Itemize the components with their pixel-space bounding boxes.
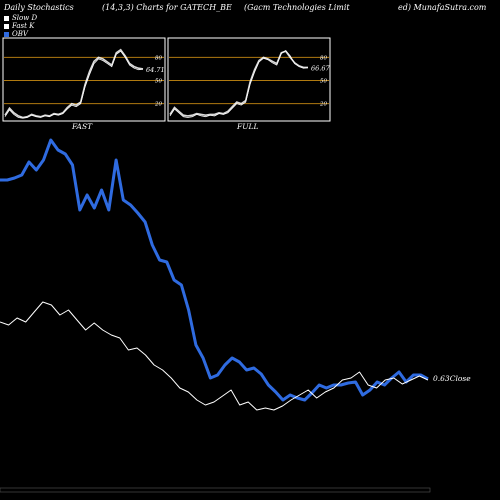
fast-ytick-80: 80 xyxy=(155,55,162,61)
fast-ytick-50: 50 xyxy=(155,79,162,85)
full-ytick-20: 20 xyxy=(319,102,327,108)
fast-ytick-20: 20 xyxy=(154,102,162,108)
volume-strip xyxy=(0,487,431,493)
close-price-line xyxy=(0,301,429,411)
obv-line xyxy=(0,138,429,402)
legend-slow-d: Slow D xyxy=(4,14,37,22)
full-panel-title: FULL xyxy=(236,122,259,131)
full-ytick-80: 80 xyxy=(320,55,327,61)
company-name-label: (Gacm Technologies Limit xyxy=(244,3,350,12)
chart-params-label: (14,3,3) Charts for GATECH_BE xyxy=(102,3,232,12)
fast-series-line-1 xyxy=(4,50,144,119)
full-panel-frame xyxy=(167,37,331,122)
fast-series-line-0 xyxy=(4,48,144,119)
full-last-value-label: 66.67 xyxy=(311,65,330,73)
fast-panel-title: FAST xyxy=(71,122,93,131)
legend-swatch-fast-k xyxy=(4,23,9,29)
full-ytick-50: 50 xyxy=(320,79,327,85)
site-label: ed) MunafaSutra.com xyxy=(398,3,487,12)
fast-last-value-label: 64.71 xyxy=(146,66,165,74)
legend-label-obv: OBV xyxy=(12,30,28,38)
chart-type-label: Daily Stochastics xyxy=(4,3,74,12)
legend-swatch-obv xyxy=(4,31,9,37)
legend-label-slow-d: Slow D xyxy=(12,14,38,22)
full-series-line-1 xyxy=(169,49,309,118)
legend-swatch-slow-d xyxy=(4,15,9,21)
legend-fast-k: Fast K xyxy=(4,22,34,30)
legend-obv: OBV xyxy=(4,30,28,38)
full-series-line-0 xyxy=(169,50,308,117)
legend-label-fast-k: Fast K xyxy=(12,22,35,30)
close-last-value-label: 0.63Close xyxy=(433,374,471,383)
fast-panel-frame xyxy=(2,37,166,122)
